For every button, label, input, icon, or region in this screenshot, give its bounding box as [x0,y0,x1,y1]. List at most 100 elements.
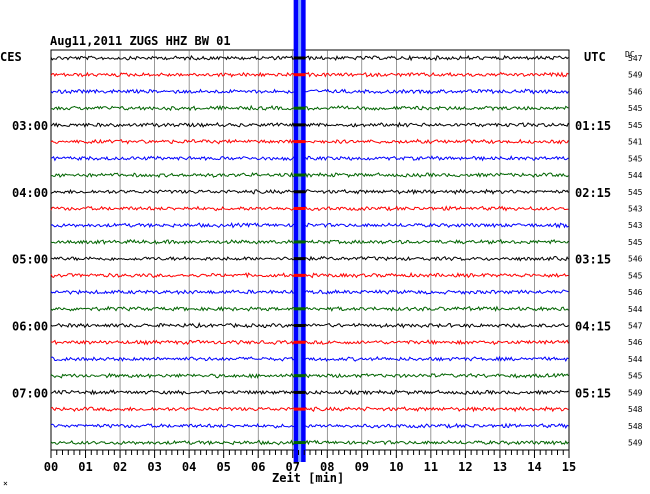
time-label-left: 04:00 [12,186,48,200]
x-tick-label: 00 [44,460,58,474]
event-trace-crossing [293,374,306,378]
left-timezone-label: CES [0,50,22,64]
dc-value: 546 [628,338,643,347]
dc-value: 545 [628,104,643,113]
trace-line [50,121,569,128]
dc-value: 541 [628,138,643,147]
plot-frame [50,49,570,451]
dc-value: 545 [628,154,643,163]
dc-header-label: DC [625,50,635,59]
dc-value: 548 [628,422,643,431]
trace-line [50,339,569,346]
dc-value: 544 [628,171,643,180]
dc-value: 549 [628,439,643,448]
event-trace-crossing [293,106,306,110]
time-labels: 547 549 546 545 545 541 545 544 545 543 543 545 546 5… [12,54,643,448]
dc-value: 545 [628,188,643,197]
event-trace-crossing [293,307,306,311]
dc-value: 544 [628,355,643,364]
plot-grid [50,49,570,451]
event-signal [293,0,306,462]
trace-line [50,71,569,78]
event-trace-crossing [293,206,306,210]
trace-line [50,88,569,95]
dc-value: 547 [628,322,643,331]
trace-line [50,238,569,245]
dc-value: 549 [628,71,643,80]
right-timezone-label: UTC [584,50,606,64]
event-trace-crossing [293,140,306,144]
trace-line [50,155,569,162]
time-label-left: 06:00 [12,320,48,334]
trace-line [50,355,569,363]
trace-line [50,171,569,179]
trace-line [50,439,569,446]
time-label-right: 01:15 [575,119,611,133]
event-trace-crossing [293,173,306,177]
chart-title: Aug11,2011 ZUGS HHZ BW 01 [50,34,231,48]
dc-value: 545 [628,121,643,130]
x-tick-label: 07 [286,460,300,474]
x-tick-label: 08 [320,460,334,474]
dc-value: 544 [628,305,643,314]
x-tick-label: 05 [216,460,230,474]
x-tick-label: 14 [527,460,541,474]
trace-line [50,305,569,312]
event-trace-crossing [293,240,306,244]
x-tick-label: 03 [147,460,161,474]
trace-line [50,104,569,112]
trace-line [50,54,569,62]
trace-line [50,288,569,295]
x-tick-label: 04 [182,460,196,474]
trace-line [50,138,569,145]
time-label-left: 03:00 [12,119,48,133]
event-trace-crossing [293,441,306,445]
x-tick-label: 06 [251,460,265,474]
corner-mark: × [3,479,8,488]
x-tick-label: 02 [113,460,127,474]
dc-value: 548 [628,405,643,414]
dc-value: 543 [628,204,643,213]
trace-line [50,205,569,212]
x-axis: 00 01 02 03 04 05 06 07 08 09 10 11 12 13 14 15 [44,450,576,474]
dc-value: 543 [628,221,643,230]
dc-value: 549 [628,388,643,397]
dc-value: 546 [628,255,643,264]
event-trace-crossing [293,73,306,77]
x-axis-label: Zeit [min] [272,471,344,485]
event-trace-crossing [293,407,306,411]
trace-line [50,271,569,279]
time-label-right: 05:15 [575,386,611,400]
event-core [298,0,302,462]
time-label-left: 05:00 [12,253,48,267]
trace-group [50,54,569,446]
dc-value: 545 [628,238,643,247]
x-tick-label: 10 [389,460,403,474]
trace-line [50,406,569,413]
trace-line [50,389,569,396]
dc-value: 547 [628,54,643,63]
dc-value: 545 [628,271,643,280]
trace-line [50,188,569,196]
dc-value: 546 [628,288,643,297]
time-label-right: 04:15 [575,320,611,334]
trace-line [50,221,569,229]
x-tick-label: 09 [355,460,369,474]
x-tick-label: 12 [458,460,472,474]
event-trace-crossing [293,273,306,277]
time-label-left: 07:00 [12,386,48,400]
dc-value: 545 [628,372,643,381]
event-trace-crossing [293,123,306,127]
trace-line [50,372,569,379]
time-label-right: 02:15 [575,186,611,200]
event-trace-crossing [293,190,306,194]
dc-value: 546 [628,87,643,96]
trace-line [50,255,569,262]
trace-line [50,422,569,429]
x-tick-label: 01 [78,460,92,474]
x-tick-label: 15 [562,460,576,474]
time-label-right: 03:15 [575,253,611,267]
x-tick-label: 13 [493,460,507,474]
x-tick-label: 11 [424,460,438,474]
